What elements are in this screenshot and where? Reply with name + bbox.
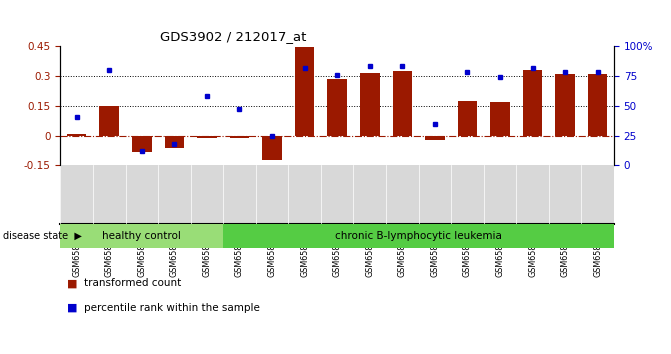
- Text: chronic B-lymphocytic leukemia: chronic B-lymphocytic leukemia: [335, 231, 502, 241]
- Bar: [458, 101, 477, 136]
- Bar: [360, 73, 380, 136]
- Text: ■: ■: [67, 303, 78, 313]
- Text: percentile rank within the sample: percentile rank within the sample: [84, 303, 260, 313]
- Bar: [295, 47, 315, 136]
- Bar: [327, 79, 347, 136]
- Bar: [523, 70, 542, 136]
- Text: transformed count: transformed count: [84, 278, 181, 288]
- Text: GDS3902 / 212017_at: GDS3902 / 212017_at: [160, 30, 307, 44]
- Bar: [60, 224, 223, 248]
- Text: disease state  ▶: disease state ▶: [3, 231, 83, 241]
- Bar: [556, 74, 575, 136]
- Bar: [425, 136, 445, 139]
- Bar: [99, 106, 119, 136]
- Bar: [132, 136, 152, 152]
- Bar: [229, 136, 249, 138]
- Bar: [67, 133, 87, 136]
- Bar: [491, 102, 510, 136]
- Text: healthy control: healthy control: [103, 231, 181, 241]
- Bar: [164, 136, 184, 148]
- Text: ■: ■: [67, 278, 78, 288]
- Bar: [588, 74, 607, 136]
- Bar: [262, 136, 282, 160]
- Bar: [197, 136, 217, 138]
- Bar: [393, 71, 412, 136]
- Bar: [223, 224, 614, 248]
